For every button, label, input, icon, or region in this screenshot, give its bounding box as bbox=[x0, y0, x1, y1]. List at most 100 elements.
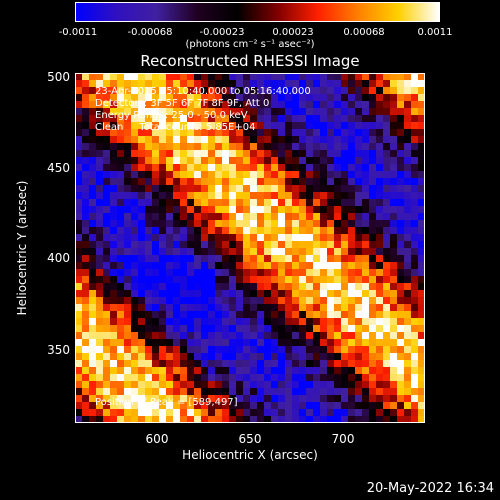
image-pixel bbox=[208, 108, 216, 116]
image-pixel bbox=[271, 283, 279, 291]
image-pixel bbox=[285, 388, 293, 396]
image-pixel bbox=[369, 297, 377, 305]
image-pixel bbox=[264, 220, 272, 228]
image-pixel bbox=[201, 402, 209, 410]
image-pixel bbox=[306, 346, 314, 354]
image-pixel bbox=[194, 297, 202, 305]
image-pixel bbox=[201, 346, 209, 354]
image-pixel bbox=[201, 206, 209, 214]
image-pixel bbox=[208, 332, 216, 340]
image-pixel bbox=[82, 108, 90, 116]
image-pixel bbox=[236, 80, 244, 88]
image-pixel bbox=[215, 220, 223, 228]
image-pixel bbox=[138, 129, 146, 137]
image-pixel bbox=[355, 360, 363, 368]
image-pixel bbox=[341, 192, 349, 200]
image-pixel bbox=[117, 241, 125, 249]
image-pixel bbox=[159, 304, 167, 312]
image-pixel bbox=[159, 87, 167, 95]
image-pixel bbox=[334, 360, 342, 368]
image-pixel bbox=[159, 409, 167, 417]
image-pixel bbox=[404, 283, 412, 291]
image-pixel bbox=[180, 311, 188, 319]
image-pixel bbox=[264, 136, 272, 144]
image-pixel bbox=[173, 311, 181, 319]
image-pixel bbox=[327, 115, 335, 123]
image-pixel bbox=[306, 402, 314, 410]
image-pixel bbox=[103, 381, 111, 389]
image-pixel bbox=[327, 206, 335, 214]
image-pixel bbox=[194, 339, 202, 347]
image-pixel bbox=[299, 94, 307, 102]
image-pixel bbox=[131, 353, 139, 361]
image-pixel bbox=[411, 213, 419, 221]
image-pixel bbox=[138, 199, 146, 207]
image-pixel bbox=[362, 381, 370, 389]
image-pixel bbox=[236, 206, 244, 214]
image-pixel bbox=[369, 108, 377, 116]
image-pixel bbox=[348, 409, 356, 417]
image-pixel bbox=[180, 101, 188, 109]
image-pixel bbox=[243, 199, 251, 207]
image-pixel bbox=[103, 269, 111, 277]
image-pixel bbox=[166, 381, 174, 389]
image-pixel bbox=[180, 108, 188, 116]
image-pixel bbox=[187, 87, 195, 95]
image-pixel bbox=[159, 346, 167, 354]
image-pixel bbox=[320, 73, 328, 81]
image-pixel bbox=[250, 360, 258, 368]
image-pixel bbox=[285, 325, 293, 333]
image-title: Reconstructed RHESSI Image bbox=[140, 52, 360, 70]
image-pixel bbox=[397, 290, 405, 298]
image-pixel bbox=[278, 290, 286, 298]
image-pixel bbox=[201, 136, 209, 144]
image-pixel bbox=[418, 311, 425, 319]
image-pixel bbox=[152, 241, 160, 249]
image-pixel bbox=[229, 339, 237, 347]
image-pixel bbox=[138, 73, 146, 81]
image-pixel bbox=[376, 178, 384, 186]
image-pixel bbox=[222, 374, 230, 382]
image-pixel bbox=[285, 199, 293, 207]
image-pixel bbox=[173, 304, 181, 312]
image-pixel bbox=[320, 416, 328, 423]
image-pixel bbox=[194, 325, 202, 333]
image-pixel bbox=[264, 416, 272, 423]
image-pixel bbox=[320, 262, 328, 270]
image-pixel bbox=[404, 297, 412, 305]
image-pixel bbox=[404, 353, 412, 361]
image-pixel bbox=[250, 80, 258, 88]
image-pixel bbox=[390, 276, 398, 284]
image-pixel bbox=[397, 213, 405, 221]
image-pixel bbox=[397, 171, 405, 179]
image-pixel bbox=[376, 339, 384, 347]
image-pixel bbox=[390, 381, 398, 389]
image-pixel bbox=[194, 318, 202, 326]
image-pixel bbox=[411, 353, 419, 361]
image-pixel bbox=[411, 192, 419, 200]
image-pixel bbox=[96, 276, 104, 284]
image-pixel bbox=[320, 178, 328, 186]
image-pixel bbox=[369, 157, 377, 165]
image-pixel bbox=[229, 346, 237, 354]
image-pixel bbox=[320, 234, 328, 242]
image-pixel bbox=[264, 248, 272, 256]
image-pixel bbox=[236, 318, 244, 326]
image-pixel bbox=[166, 87, 174, 95]
image-pixel bbox=[411, 122, 419, 130]
image-pixel bbox=[264, 332, 272, 340]
image-pixel bbox=[369, 255, 377, 263]
image-pixel bbox=[201, 416, 209, 423]
image-pixel bbox=[299, 213, 307, 221]
image-pixel bbox=[418, 115, 425, 123]
image-pixel bbox=[320, 101, 328, 109]
image-pixel bbox=[320, 220, 328, 228]
image-pixel bbox=[320, 304, 328, 312]
image-pixel bbox=[278, 374, 286, 382]
image-pixel bbox=[89, 304, 97, 312]
image-pixel bbox=[152, 304, 160, 312]
image-pixel bbox=[89, 213, 97, 221]
image-pixel bbox=[306, 150, 314, 158]
image-pixel bbox=[404, 276, 412, 284]
image-pixel bbox=[264, 325, 272, 333]
